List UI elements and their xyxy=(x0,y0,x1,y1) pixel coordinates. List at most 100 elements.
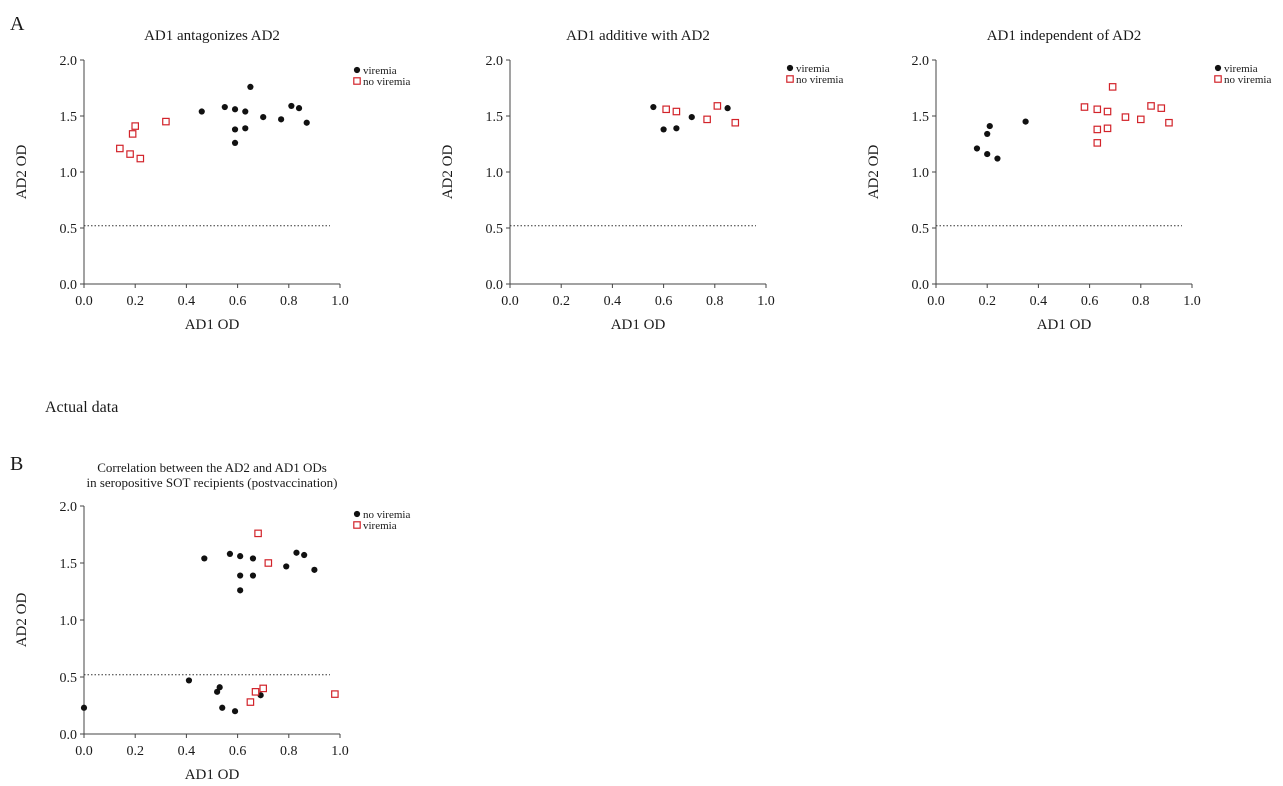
legend-marker xyxy=(1214,64,1222,72)
data-point-square xyxy=(246,698,255,706)
data-point-square xyxy=(1121,113,1130,121)
data-point-square xyxy=(1093,139,1102,147)
x-tick-label: 0.8 xyxy=(1132,294,1150,309)
data-point-square xyxy=(1093,105,1102,114)
y-axis-label: AD2 OD xyxy=(440,145,456,200)
data-point-square xyxy=(131,122,140,130)
y-tick-label: 0.5 xyxy=(60,222,78,237)
x-tick-label: 0.2 xyxy=(978,294,996,309)
data-point-dot xyxy=(219,704,226,711)
y-tick-label: 1.0 xyxy=(60,166,78,181)
data-point-dot xyxy=(293,549,300,556)
data-point-dot xyxy=(278,116,285,123)
data-point-square xyxy=(251,688,260,696)
legend-marker xyxy=(1214,75,1222,83)
data-point-dot xyxy=(1022,118,1029,125)
data-point-dot xyxy=(221,103,228,111)
data-point-square xyxy=(1103,124,1112,133)
data-point-dot xyxy=(973,145,981,152)
chart-title: AD1 antagonizes AD2 xyxy=(144,28,280,44)
y-tick-label: 2.0 xyxy=(486,54,504,69)
data-point-square xyxy=(1093,125,1102,134)
legend-marker xyxy=(353,77,361,85)
y-tick-label: 1.5 xyxy=(60,110,78,125)
chart-title: AD1 independent of AD2 xyxy=(987,28,1142,44)
data-point-dot xyxy=(283,563,290,570)
data-point-dot xyxy=(216,684,223,691)
x-tick-label: 0.8 xyxy=(706,294,724,309)
y-tick-label: 0.0 xyxy=(60,728,78,743)
data-point-square xyxy=(731,118,740,127)
x-tick-label: 0.6 xyxy=(229,744,247,759)
data-point-dot xyxy=(660,126,667,133)
legend-label: no viremia xyxy=(363,509,410,521)
data-point-square xyxy=(254,529,262,538)
x-tick-label: 0.0 xyxy=(501,294,519,309)
x-tick-label: 0.4 xyxy=(178,294,196,309)
data-point-dot xyxy=(198,108,205,115)
data-point-dot xyxy=(231,139,239,146)
panel-label-a: A xyxy=(10,13,25,35)
data-point-square xyxy=(264,559,273,567)
y-axis-label: AD2 OD xyxy=(14,145,30,200)
x-tick-label: 0.4 xyxy=(178,744,196,759)
y-tick-label: 2.0 xyxy=(60,500,78,515)
data-point-square xyxy=(1080,103,1089,111)
data-point-square xyxy=(116,144,124,153)
data-point-dot xyxy=(249,555,257,562)
legend-label: viremia xyxy=(1224,63,1258,75)
scatter-chart-1: AD1 antagonizes AD2 0.0 0.5 1.0 1.5 2.0 0.0 0.2… xyxy=(14,28,410,333)
x-tick-label: 0.6 xyxy=(229,294,247,309)
data-point-dot xyxy=(724,105,731,112)
data-point-dot xyxy=(986,122,993,130)
x-tick-label: 1.0 xyxy=(331,744,349,759)
data-point-dot xyxy=(673,125,680,132)
y-tick-label: 0.0 xyxy=(486,278,504,293)
scatter-chart-3: AD1 independent of AD2 0.0 0.5 1.0 1.5 2.0 0.0… xyxy=(866,28,1271,333)
data-point-dot xyxy=(214,688,221,695)
x-tick-label: 0.4 xyxy=(604,294,622,309)
data-point-square xyxy=(162,117,170,126)
x-axis-label: AD1 OD xyxy=(185,767,240,783)
y-axis-label: AD2 OD xyxy=(14,593,30,648)
data-point-dot xyxy=(237,572,244,579)
y-axis-label: AD2 OD xyxy=(866,145,882,200)
y-tick-label: 0.0 xyxy=(912,278,930,293)
section-label: Actual data xyxy=(45,399,118,416)
x-tick-label: 1.0 xyxy=(1183,294,1201,309)
x-tick-label: 0.0 xyxy=(75,744,93,759)
x-tick-label: 0.0 xyxy=(927,294,945,309)
data-point-square xyxy=(331,690,339,698)
legend-label: viremia xyxy=(363,520,397,532)
x-tick-label: 1.0 xyxy=(757,294,775,309)
y-tick-label: 0.0 xyxy=(60,278,78,293)
chart-title: AD1 additive with AD2 xyxy=(566,28,710,44)
data-point-square xyxy=(1147,102,1155,110)
data-point-dot xyxy=(303,119,310,126)
legend-label: no viremia xyxy=(1224,74,1271,86)
legend-marker xyxy=(353,66,361,74)
chart-title: Correlation between the AD2 and AD1 ODs xyxy=(97,460,327,475)
x-tick-label: 0.8 xyxy=(280,294,298,309)
scatter-chart-2: AD1 additive with AD2 0.0 0.5 1.0 1.5 2.0 0.0 0… xyxy=(440,28,843,333)
y-tick-label: 0.5 xyxy=(912,222,930,237)
data-point-dot xyxy=(984,130,991,138)
y-tick-label: 1.5 xyxy=(60,557,78,572)
data-point-dot xyxy=(260,114,267,121)
data-point-dot xyxy=(688,114,695,121)
x-tick-label: 0.6 xyxy=(1081,294,1099,309)
x-axis-label: AD1 OD xyxy=(1037,317,1092,333)
data-point-dot xyxy=(247,83,254,90)
data-point-dot xyxy=(237,587,244,594)
data-point-square xyxy=(126,150,134,158)
x-tick-label: 0.2 xyxy=(126,294,144,309)
data-point-square xyxy=(136,154,145,163)
panel-label-b: B xyxy=(10,453,23,475)
y-tick-label: 1.5 xyxy=(486,110,504,125)
data-point-dot xyxy=(295,105,303,112)
data-point-square xyxy=(1108,83,1117,91)
y-tick-label: 2.0 xyxy=(912,54,930,69)
data-point-square xyxy=(128,130,137,138)
legend-marker xyxy=(353,521,361,529)
